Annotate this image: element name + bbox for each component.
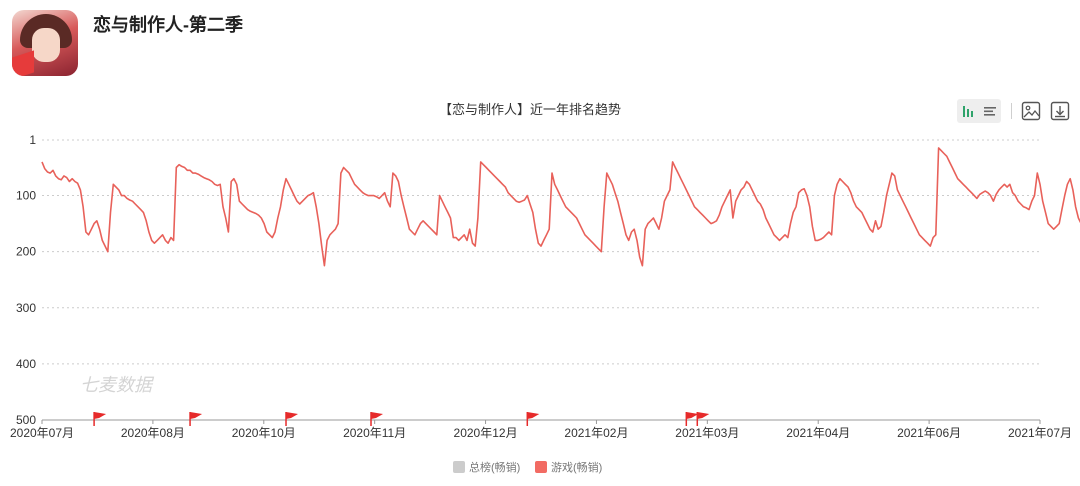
y-tick-label: 300 xyxy=(16,301,36,315)
event-flag xyxy=(526,412,540,426)
x-tick-label: 2021年07月 xyxy=(1008,426,1072,440)
event-flag xyxy=(93,412,107,426)
app-header: 恋与制作人-第二季 xyxy=(0,0,1080,90)
y-tick-label: 1 xyxy=(29,133,36,147)
event-flag xyxy=(685,412,699,426)
bar-chart-icon[interactable] xyxy=(958,100,980,122)
legend-swatch-games xyxy=(535,461,547,473)
x-tick-label: 2021年06月 xyxy=(897,426,961,440)
x-tick-label: 2021年02月 xyxy=(564,426,628,440)
chart-title: 【恋与制作人】近一年排名趋势 xyxy=(439,102,621,117)
toolbar-divider xyxy=(1011,103,1012,119)
event-flags xyxy=(93,412,710,426)
event-flag xyxy=(285,412,299,426)
event-flag xyxy=(370,412,384,426)
grid-layer: 1 100 200 300 400 500 xyxy=(16,133,1040,427)
legend-label-games: 游戏(畅销) xyxy=(551,462,603,474)
x-tick-label: 2020年12月 xyxy=(454,426,518,440)
legend-label-overall: 总榜(畅销) xyxy=(469,462,521,474)
x-tick-label: 2021年03月 xyxy=(675,426,739,440)
x-tick-label: 2020年11月 xyxy=(343,426,406,440)
x-tick-label: 2020年07月 xyxy=(10,426,74,440)
list-icon[interactable] xyxy=(979,100,1001,122)
image-export-icon[interactable] xyxy=(1020,100,1042,122)
download-icon[interactable] xyxy=(1049,100,1071,122)
y-tick-label: 200 xyxy=(16,245,36,259)
series-layer xyxy=(41,147,1080,267)
y-tick-label: 500 xyxy=(16,413,36,427)
ranking-line-chart: 【恋与制作人】近一年排名趋势 1 100 200 300 400 500 七麦数据 202… xyxy=(10,102,1080,440)
event-flag xyxy=(189,412,203,426)
app-icon xyxy=(12,10,78,76)
chart-legend: 总榜(畅销) 游戏(畅销) xyxy=(0,458,1080,476)
x-tick-label: 2020年10月 xyxy=(232,426,296,440)
y-tick-label: 400 xyxy=(16,357,36,371)
y-tick-label: 100 xyxy=(16,189,36,203)
x-axis: 2020年07月 2020年08月 2020年10月 2020年11月 2020年12月… xyxy=(10,420,1072,440)
series-line xyxy=(41,147,1080,267)
x-tick-label: 2020年08月 xyxy=(121,426,185,440)
app-title: 恋与制作人-第二季 xyxy=(93,15,243,35)
watermark: 七麦数据 xyxy=(80,375,155,395)
event-flag xyxy=(696,412,710,426)
legend-swatch-overall xyxy=(453,461,465,473)
x-tick-label: 2021年04月 xyxy=(786,426,850,440)
